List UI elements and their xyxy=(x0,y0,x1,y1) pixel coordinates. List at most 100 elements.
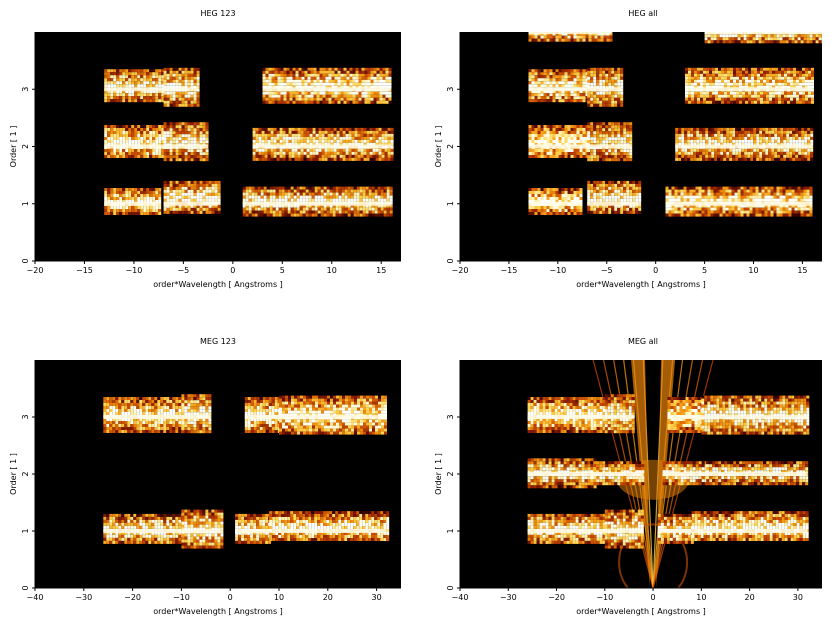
heat-cell xyxy=(301,70,305,74)
heat-cell xyxy=(113,125,117,128)
heat-cell xyxy=(304,67,308,71)
heat-cell xyxy=(608,73,612,77)
heat-cell xyxy=(381,127,385,131)
heat-cell xyxy=(678,148,682,152)
heat-cell xyxy=(372,151,376,155)
heat-cell xyxy=(375,139,379,143)
heat-cell xyxy=(282,136,286,140)
heat-cell xyxy=(366,154,370,158)
heat-cell xyxy=(620,122,624,126)
heat-cell xyxy=(190,158,194,162)
heat-cell xyxy=(590,76,594,80)
heat-cell xyxy=(107,197,111,200)
heat-cell xyxy=(585,134,589,137)
heat-cell xyxy=(298,73,302,77)
heat-cell xyxy=(549,99,553,103)
heat-cell xyxy=(298,79,302,83)
heat-cell xyxy=(605,137,609,141)
heat-cell xyxy=(351,151,355,155)
heat-cell xyxy=(696,130,700,134)
heat-cell xyxy=(605,180,609,184)
heat-cell xyxy=(382,70,386,74)
heat-cell xyxy=(674,189,678,193)
heat-cell xyxy=(717,136,721,140)
heat-cell xyxy=(258,127,262,131)
heat-cell xyxy=(561,197,565,200)
heat-cell xyxy=(134,140,138,143)
heat-cell xyxy=(737,210,741,214)
heat-cell xyxy=(555,188,559,191)
heat-cell xyxy=(710,198,714,202)
heat-cell xyxy=(354,154,358,158)
heat-cell xyxy=(782,186,786,190)
heat-cell xyxy=(692,207,696,211)
heat-cell xyxy=(181,195,185,199)
heat-cell xyxy=(564,200,568,203)
heat-cell xyxy=(341,195,345,199)
heat-cell xyxy=(119,125,123,128)
heat-cell xyxy=(720,130,724,134)
heat-cell xyxy=(727,70,730,74)
heat-cell xyxy=(254,204,258,208)
heat-cell xyxy=(561,93,565,97)
heat-cell xyxy=(687,157,691,161)
heat-cell xyxy=(116,72,120,76)
heat-cell xyxy=(555,194,559,197)
heat-cell xyxy=(302,213,306,217)
heat-cell xyxy=(382,91,386,95)
heat-cell xyxy=(678,133,682,137)
heat-cell xyxy=(635,195,639,199)
heat-cell xyxy=(626,152,630,156)
heat-cell xyxy=(593,192,597,196)
heat-cell xyxy=(306,148,310,152)
heat-cell xyxy=(311,198,315,202)
heat-cell xyxy=(675,142,679,146)
heat-cell xyxy=(128,90,132,94)
heat-cell xyxy=(374,213,378,217)
heat-cell xyxy=(585,155,589,158)
heat-cell xyxy=(190,82,194,86)
heat-cell xyxy=(311,210,315,214)
heat-cell xyxy=(268,94,272,98)
heat-cell xyxy=(214,198,218,202)
heat-cell xyxy=(531,191,535,194)
heat-cell xyxy=(528,200,532,203)
heat-cell xyxy=(205,189,209,193)
heat-cell xyxy=(166,67,170,71)
heat-cell xyxy=(537,72,541,76)
heat-cell xyxy=(725,204,729,208)
heat-cell xyxy=(314,192,318,196)
heat-cell xyxy=(767,204,771,208)
heat-cell xyxy=(113,149,117,152)
heat-cell xyxy=(312,133,316,137)
heat-cell xyxy=(339,139,343,143)
heat-cell xyxy=(629,186,633,190)
heat-cell xyxy=(119,131,123,134)
heat-cell xyxy=(285,154,289,158)
heat-cell xyxy=(807,154,811,158)
heat-cell xyxy=(528,140,532,143)
heat-cell xyxy=(187,207,191,211)
heat-cell xyxy=(318,127,322,131)
heat-cell xyxy=(169,100,173,104)
heat-cell xyxy=(330,157,334,161)
heat-cell xyxy=(161,93,165,97)
heat-cell xyxy=(528,131,532,134)
heat-cell xyxy=(268,73,272,77)
heat-cell xyxy=(294,133,298,137)
heat-cell xyxy=(325,76,329,80)
heat-cell xyxy=(552,131,556,134)
heat-cell xyxy=(190,180,194,184)
heat-cell xyxy=(383,213,387,217)
heat-cell xyxy=(315,154,319,158)
heat-cell xyxy=(596,189,600,193)
heat-cell xyxy=(110,99,114,103)
heat-cell xyxy=(161,99,165,103)
heat-cell xyxy=(184,189,188,193)
heat-cell xyxy=(163,91,167,95)
heat-cell xyxy=(531,206,535,209)
heat-cell xyxy=(690,157,694,161)
heat-cell xyxy=(620,94,624,98)
heat-cell xyxy=(668,207,672,211)
heat-cell xyxy=(128,99,132,103)
